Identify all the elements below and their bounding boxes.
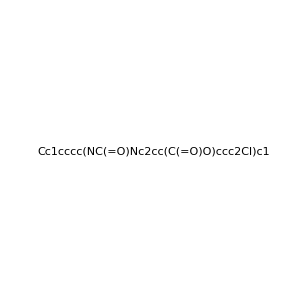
Text: Cc1cccc(NC(=O)Nc2cc(C(=O)O)ccc2Cl)c1: Cc1cccc(NC(=O)Nc2cc(C(=O)O)ccc2Cl)c1 [38, 146, 270, 157]
